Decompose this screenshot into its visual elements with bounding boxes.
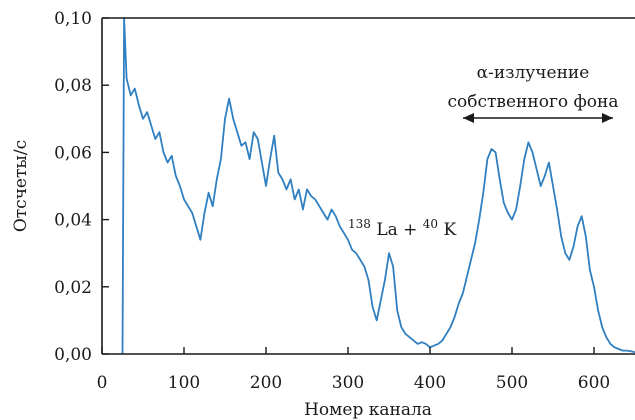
y-tick-label: 0,00: [54, 345, 92, 365]
arrow-left-head: [463, 113, 474, 123]
x-ticks: 0 100 200 300 400 500 600: [97, 347, 610, 393]
alpha-range-arrow: [463, 113, 613, 123]
y-ticks: 0,00 0,02 0,04 0,06 0,08 0,10: [54, 9, 109, 365]
x-tick-label: 200: [250, 373, 282, 393]
peak-annotation: 138 La + 40 K: [348, 213, 456, 240]
k-element: K: [443, 220, 456, 240]
la-mass-number: 138: [348, 217, 371, 231]
x-tick-label: 0: [97, 373, 108, 393]
x-tick-label: 100: [168, 373, 200, 393]
arrow-right-head: [602, 113, 613, 123]
y-tick-label: 0,06: [54, 143, 92, 163]
y-tick-label: 0,02: [54, 278, 92, 298]
spectrum-line: [121, 17, 635, 355]
x-tick-label: 500: [496, 373, 528, 393]
plot-area: [121, 17, 635, 355]
alpha-label-line1: α-излучение: [477, 63, 590, 83]
x-axis-title: Номер канала: [304, 400, 432, 420]
alpha-label-line2: собственного фона: [448, 92, 619, 112]
y-tick-label: 0,08: [54, 76, 92, 96]
x-tick-label: 400: [414, 373, 446, 393]
y-tick-label: 0,10: [54, 9, 92, 29]
k-mass-number: 40: [423, 217, 438, 231]
y-axis-title: Отсчеты/c: [11, 140, 31, 232]
x-tick-label: 600: [578, 373, 610, 393]
la-element: La +: [376, 220, 422, 240]
x-tick-label: 300: [332, 373, 364, 393]
y-tick-label: 0,04: [54, 211, 92, 231]
